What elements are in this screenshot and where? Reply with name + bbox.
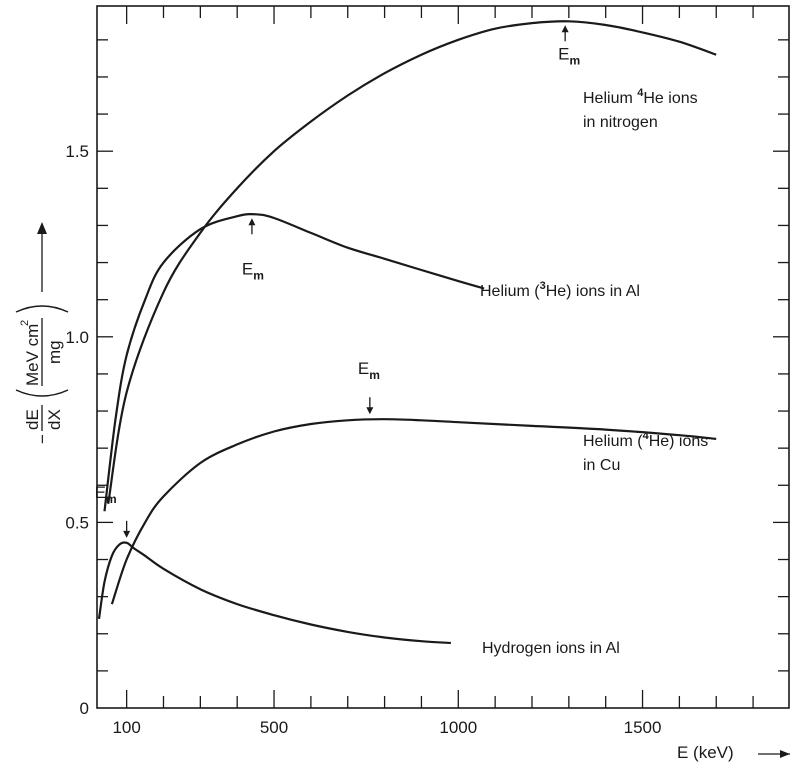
series-label-superscript: 3 — [540, 280, 546, 292]
series-label-line: in nitrogen — [583, 114, 658, 131]
plot-frame — [96, 5, 790, 709]
curve-hydrogen-aluminium — [97, 541, 451, 645]
y-label-dE: dE — [23, 409, 42, 430]
x-axis-label: E (keV) — [677, 743, 790, 762]
y-label-unit-sup: 2 — [19, 320, 31, 326]
axis-ticks — [97, 6, 789, 708]
maximum-label: Em — [242, 259, 264, 282]
x-tick-label: 500 — [260, 718, 288, 737]
series-label-text: Helium — [583, 90, 637, 107]
series-label-text: Hydrogen ions in Al — [482, 640, 620, 657]
maximum-label: Em — [95, 483, 117, 506]
y-label-unit-num: MeV cm — [23, 324, 42, 386]
maximum-arrowhead — [561, 25, 569, 33]
x-tick-label: 100 — [112, 718, 140, 737]
series-label-text: Helium ( — [583, 433, 643, 450]
series-label-text: in Cu — [583, 457, 620, 474]
series-label-superscript: 4 — [643, 430, 650, 442]
y-tick-label: 1.5 — [65, 142, 89, 161]
series-label-line: Helium 4He ions — [583, 87, 698, 107]
series-curves — [97, 20, 717, 645]
y-label-minus: − — [33, 434, 52, 444]
y-tick-label: 0.5 — [65, 513, 89, 532]
series-label-text: He) ions in Al — [546, 283, 640, 300]
curve-helium4-copper — [110, 418, 717, 605]
x-axis-arrowhead — [780, 750, 790, 758]
series-label-line: Helium (4He) ions — [583, 430, 708, 450]
axis-tick-labels: 100 500 1000 1500 0 0.5 1.0 1.5 — [65, 142, 661, 737]
y-label-dX: dX — [45, 409, 64, 430]
series-label-line: in Cu — [583, 457, 620, 474]
x-tick-label: 1000 — [439, 718, 477, 737]
y-tick-label: 0 — [80, 699, 89, 718]
maximum-arrowhead — [123, 530, 131, 538]
series-label-text: Helium ( — [480, 283, 540, 300]
maximum-arrowhead — [366, 407, 374, 415]
maximum-label-subscript: m — [106, 492, 117, 506]
maximum-label-subscript: m — [253, 268, 264, 282]
x-tick-label: 1500 — [624, 718, 662, 737]
series-label-superscript: 4 — [637, 87, 644, 99]
y-axis-arrowhead — [37, 222, 47, 234]
y-label-left-paren — [15, 389, 69, 397]
y-axis-label: − dE dX MeV cm 2 mg — [15, 222, 69, 444]
x-axis-label-text: E (keV) — [677, 743, 734, 762]
y-label-right-paren — [15, 305, 69, 313]
series-label-text: in nitrogen — [583, 114, 658, 131]
series-label-line: Helium (3He) ions in Al — [480, 280, 640, 300]
maximum-label-subscript: m — [369, 368, 380, 382]
y-tick-label: 1.0 — [65, 328, 89, 347]
series-label-text: He) ions — [649, 433, 709, 450]
series-label-text: He ions — [643, 90, 697, 107]
curve-helium4-nitrogen — [107, 20, 717, 504]
curve-helium3-aluminium — [103, 213, 485, 512]
maximum-label: Em — [558, 44, 580, 67]
y-label-unit-den: mg — [45, 340, 64, 364]
maximum-label: Em — [358, 359, 380, 382]
series-label-line: Hydrogen ions in Al — [482, 640, 620, 657]
maximum-label-subscript: m — [569, 53, 580, 67]
maximum-arrowhead — [248, 218, 256, 226]
